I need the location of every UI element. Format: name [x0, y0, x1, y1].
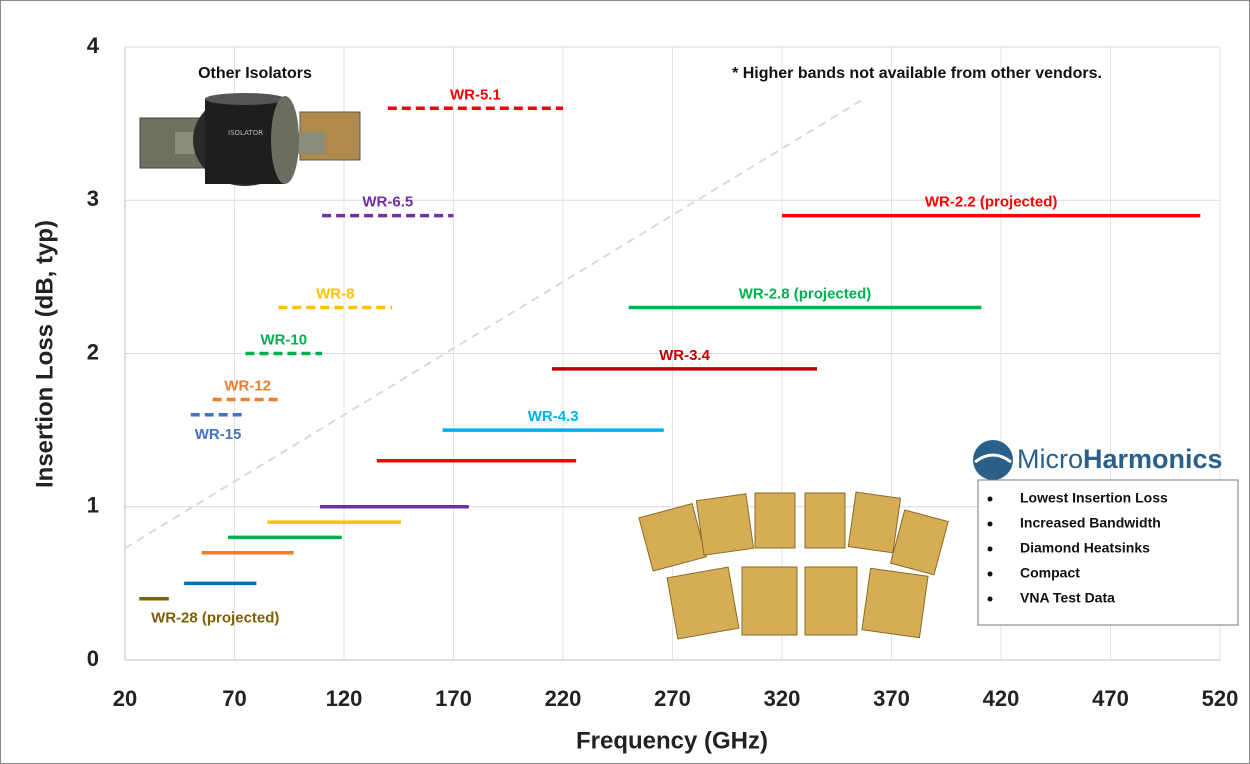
- feature-item: Increased Bandwidth: [1020, 515, 1161, 531]
- x-tick-label: 70: [222, 686, 246, 711]
- x-axis-title: Frequency (GHz): [576, 727, 768, 754]
- series-label: WR-28 (projected): [151, 610, 279, 627]
- feature-item: VNA Test Data: [1020, 590, 1115, 606]
- series-label: WR-8: [316, 285, 354, 302]
- y-tick-label: 2: [87, 339, 99, 364]
- series-label: WR-10: [260, 331, 307, 348]
- series-label: WR-2.2 (projected): [925, 194, 1058, 211]
- x-tick-label: 270: [654, 686, 691, 711]
- y-tick-label: 4: [87, 33, 100, 58]
- series-label: WR-2.8 (projected): [739, 285, 872, 302]
- vendor-note: * Higher bands not available from other …: [732, 65, 1102, 82]
- y-tick-label: 0: [87, 646, 99, 671]
- feature-item: Diamond Heatsinks: [1020, 540, 1150, 556]
- brand-bold: Harmonics: [1083, 444, 1223, 474]
- chart: ISOLATOR MicroHarmonics Insertion Loss (…: [0, 0, 1250, 764]
- y-tick-label: 1: [87, 493, 99, 518]
- x-tick-label: 170: [435, 686, 472, 711]
- bullet-dot: [988, 597, 993, 602]
- series-label: WR-4.3: [528, 408, 579, 425]
- svg-text:MicroHarmonics: MicroHarmonics: [1017, 444, 1223, 474]
- series-label: WR-12: [224, 377, 271, 394]
- bullet-dot: [988, 547, 993, 552]
- frame: [1, 1, 1250, 764]
- series-label: WR-6.5: [362, 194, 413, 211]
- x-tick-label: 520: [1202, 686, 1239, 711]
- x-tick-label: 20: [113, 686, 137, 711]
- svg-text:ISOLATOR: ISOLATOR: [228, 129, 263, 137]
- brand-light: Micro: [1017, 444, 1083, 474]
- y-tick-label: 3: [87, 186, 99, 211]
- bullet-dot: [988, 497, 993, 502]
- series-label: WR-15: [195, 426, 242, 443]
- x-tick-label: 370: [873, 686, 910, 711]
- x-tick-label: 470: [1092, 686, 1129, 711]
- x-tick-label: 320: [764, 686, 801, 711]
- y-axis-title: Insertion Loss (dB, typ): [31, 220, 58, 488]
- series-label: WR-3.4: [659, 347, 710, 364]
- feature-item: Compact: [1020, 565, 1080, 581]
- x-tick-label: 120: [326, 686, 363, 711]
- x-tick-label: 420: [983, 686, 1020, 711]
- bullet-dot: [988, 522, 993, 527]
- feature-item: Lowest Insertion Loss: [1020, 490, 1168, 506]
- x-tick-label: 220: [545, 686, 582, 711]
- series-label: WR-5.1: [450, 86, 501, 103]
- other-label: Other Isolators: [198, 65, 312, 82]
- bullet-dot: [988, 572, 993, 577]
